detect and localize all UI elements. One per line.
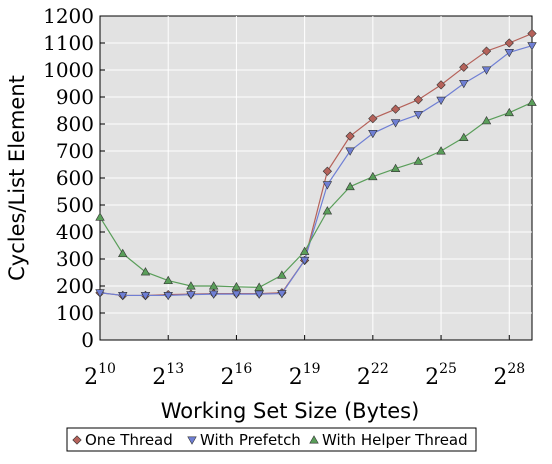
data-point-with-prefetch [140, 291, 151, 301]
data-point-with-prefetch [390, 119, 401, 128]
legend-marker-with-prefetch [187, 436, 197, 445]
data-point-with-helper-thread [95, 212, 105, 221]
y-axis-label: Cycles/List Element [5, 75, 29, 281]
y-tick-label: 1000 [43, 58, 94, 82]
data-point-with-helper-thread [413, 156, 424, 165]
series-line-with-prefetch [99, 45, 533, 297]
y-tick-label: 700 [56, 139, 94, 163]
data-point-with-helper-thread [322, 206, 333, 215]
data-point-one-thread [504, 38, 514, 48]
data-point-with-helper-thread [254, 282, 264, 291]
y-tick-label: 0 [81, 328, 94, 352]
y-tick-label: 300 [56, 247, 94, 271]
data-point-with-prefetch [504, 48, 514, 58]
data-point-with-helper-thread [527, 97, 537, 106]
data-point-with-prefetch [436, 96, 446, 106]
data-point-with-prefetch [208, 290, 219, 299]
data-point-one-thread [459, 62, 469, 72]
data-point-with-helper-thread [436, 146, 446, 155]
y-tick-label: 1100 [43, 31, 94, 55]
data-point-with-prefetch [345, 147, 355, 156]
legend-label-with-helper-thread: With Helper Thread [322, 431, 468, 449]
data-point-with-prefetch [413, 111, 424, 120]
y-tick-label: 600 [56, 166, 94, 190]
x-tick-label: 210 [84, 361, 116, 390]
x-axis-label: Working Set Size (Bytes) [161, 399, 420, 423]
series-group [95, 28, 537, 301]
data-point-with-prefetch [254, 290, 264, 299]
y-tick-label: 1200 [43, 4, 94, 28]
data-point-one-thread [390, 104, 401, 114]
data-point-one-thread [368, 113, 378, 124]
data-point-with-helper-thread [118, 248, 128, 258]
data-point-with-helper-thread [390, 163, 401, 172]
legend-label-one-thread: One Thread [85, 431, 173, 449]
data-point-with-prefetch [277, 290, 287, 299]
series-with-prefetch [95, 42, 537, 301]
data-point-with-helper-thread [368, 171, 378, 181]
data-point-with-prefetch [322, 181, 333, 190]
data-point-one-thread [322, 166, 332, 176]
x-tick-label: 216 [221, 361, 253, 390]
data-point-with-prefetch [459, 80, 469, 89]
data-point-with-helper-thread [459, 132, 469, 141]
data-point-with-prefetch [163, 291, 173, 301]
data-point-one-thread [527, 28, 537, 39]
x-tick-label: 213 [152, 361, 184, 390]
x-tick-label: 222 [357, 361, 389, 390]
legend-marker-one-thread [72, 435, 82, 445]
data-point-with-helper-thread [277, 270, 287, 279]
legend-box [66, 427, 477, 452]
y-axis-ticks: 0 100 200 300 400 500 600 700 800 900 1000 1100 1200 [43, 4, 105, 352]
data-point-with-prefetch [231, 290, 242, 299]
grid [100, 16, 532, 340]
data-point-with-helper-thread [504, 107, 514, 117]
legend-label-with-prefetch: With Prefetch [200, 431, 301, 449]
data-point-with-helper-thread [299, 246, 310, 255]
data-point-one-thread [413, 95, 423, 105]
data-point-with-helper-thread [140, 267, 151, 276]
x-tick-label: 228 [493, 361, 525, 390]
y-tick-label: 800 [56, 112, 94, 136]
data-point-with-helper-thread [481, 115, 492, 125]
x-tick-label: 219 [289, 361, 321, 390]
y-tick-label: 400 [56, 220, 94, 244]
y-tick-label: 100 [56, 301, 94, 325]
data-point-with-prefetch [299, 256, 310, 266]
data-point-with-prefetch [95, 289, 105, 298]
data-point-one-thread [345, 131, 355, 141]
data-point-with-helper-thread [345, 181, 355, 191]
legend: One Thread With Prefetch With Helper Threa… [66, 427, 477, 452]
data-point-with-helper-thread [163, 275, 173, 285]
data-point-with-prefetch [368, 130, 378, 139]
data-point-with-prefetch [118, 291, 128, 301]
legend-marker-with-helper-thread [309, 435, 319, 444]
data-point-with-prefetch [186, 291, 196, 300]
y-tick-label: 900 [56, 85, 94, 109]
data-point-with-prefetch [481, 66, 492, 75]
y-tick-label: 500 [56, 193, 94, 217]
data-point-with-helper-thread [231, 282, 242, 291]
y-tick-label: 200 [56, 274, 94, 298]
data-point-one-thread [481, 46, 492, 56]
data-point-with-helper-thread [186, 281, 196, 290]
series-with-helper-thread [95, 97, 537, 291]
x-axis-ticks: 210 213 216 219 222 225 228 [84, 335, 525, 390]
data-point-one-thread [436, 80, 446, 90]
data-point-with-prefetch [527, 42, 537, 51]
x-tick-label: 225 [425, 361, 457, 390]
data-point-with-helper-thread [208, 281, 219, 290]
